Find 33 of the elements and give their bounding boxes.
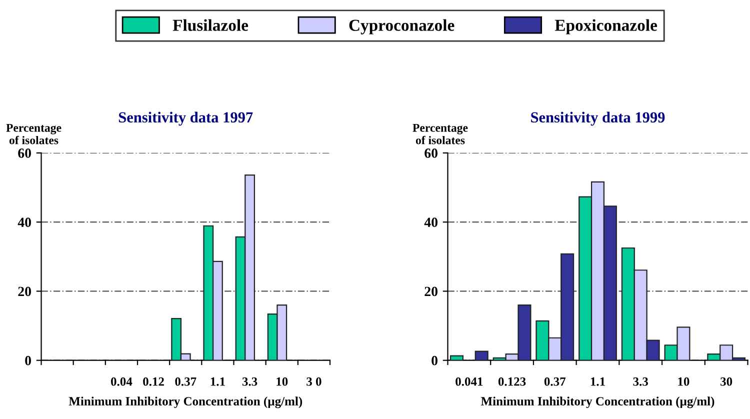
y-axis-title: Percentage of isolates	[412, 124, 468, 144]
x-tick-label: 10	[276, 377, 288, 386]
y-axis-title: Percentage of isolates	[6, 124, 62, 144]
bar	[450, 355, 464, 360]
x-axis-title: Minimum Inhibitory Concentration (µg/ml)	[68, 396, 302, 408]
y-tick-label: 60	[18, 148, 31, 158]
y-tick-label: 40	[18, 218, 31, 228]
x-axis-title: Minimum Inhibitory Concentration (µg/ml)	[481, 396, 714, 408]
x-tick-label: 30	[720, 377, 732, 386]
x-tick-label: 0.12	[143, 377, 164, 386]
x-tick-label: 0.04	[110, 377, 132, 386]
x-tick-label: 0.123	[498, 377, 526, 386]
y-tick-label: 20	[424, 286, 438, 296]
y-tick-label: 0	[25, 356, 31, 366]
x-tick-label: 1.1	[210, 377, 225, 386]
x-tick-label: 0.37	[175, 377, 196, 386]
x-tick-label: 0.041	[456, 377, 483, 386]
x-tick-label: 3 0	[306, 377, 322, 386]
bar	[474, 350, 488, 360]
legend-label: Flusilazole	[172, 19, 248, 31]
legend-label: Cyproconazole	[349, 19, 454, 34]
y-tick-label: 0	[432, 356, 438, 366]
x-tick-label: 3.3	[633, 377, 648, 386]
y-tick-label: 40	[424, 218, 438, 228]
chart-title: Sensitivity data 1999	[531, 112, 665, 126]
x-tick-label: 3.3	[242, 377, 258, 386]
chart-title: Sensitivity data 1997	[118, 112, 253, 126]
x-tick-label: 1.1	[590, 377, 605, 386]
y-tick-label: 60	[424, 148, 438, 158]
legend-label: Epoxiconazole	[554, 19, 657, 34]
x-tick-label: 10	[678, 377, 690, 386]
x-tick-label: 0.37	[544, 377, 566, 386]
y-tick-label: 20	[18, 286, 31, 296]
